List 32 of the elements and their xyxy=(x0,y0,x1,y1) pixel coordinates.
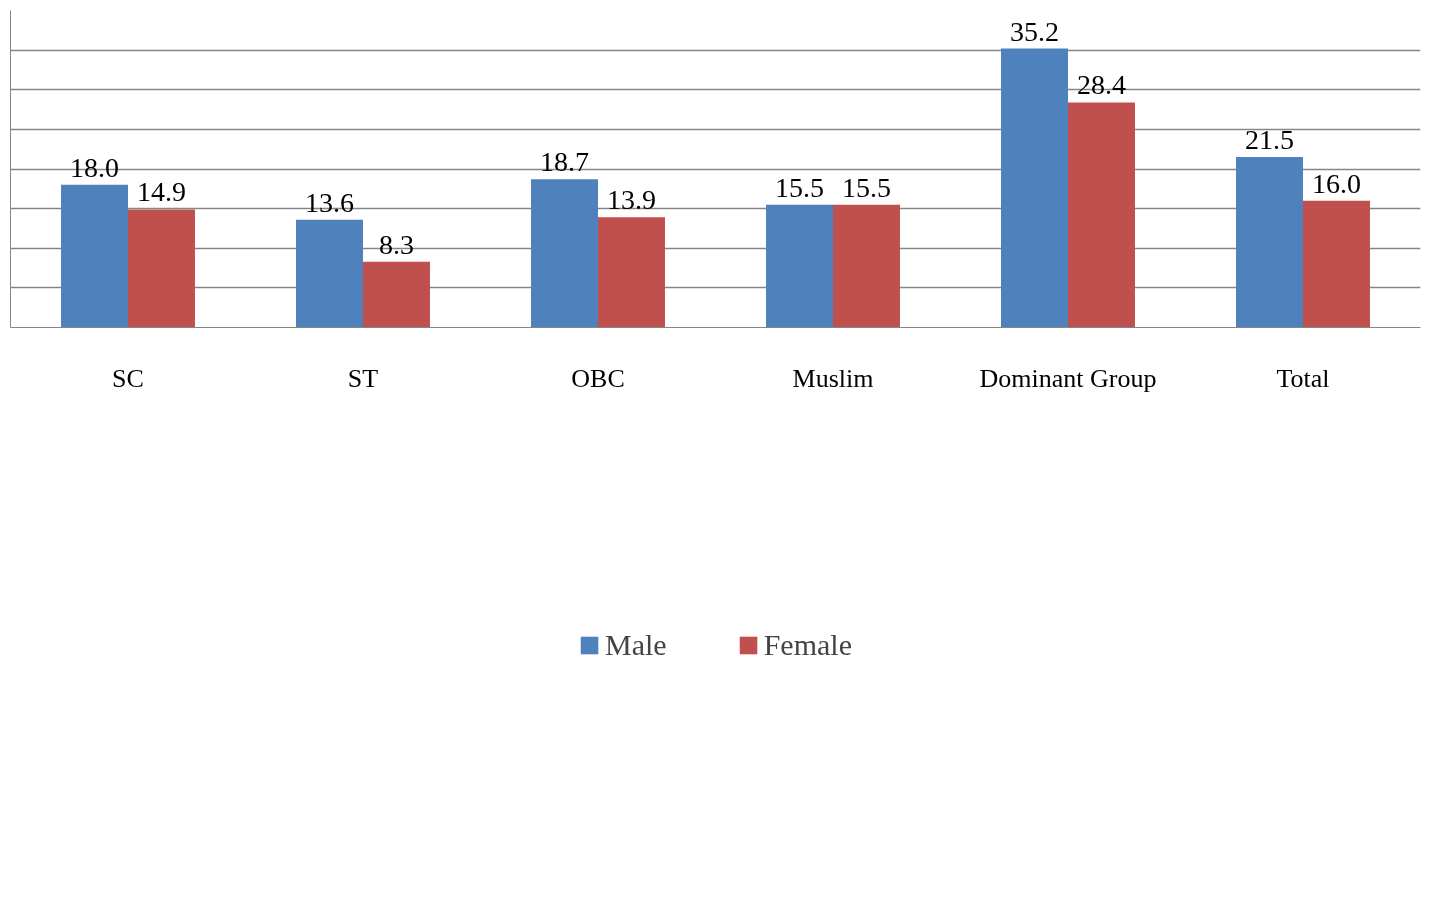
bar xyxy=(128,209,195,328)
bar xyxy=(296,219,363,328)
bar xyxy=(363,261,430,328)
x-tick-label: Total xyxy=(1276,363,1330,393)
data-label: 15.5 xyxy=(775,171,825,203)
x-tick-label: OBC xyxy=(571,363,625,393)
bar xyxy=(1236,157,1303,328)
bar xyxy=(1303,200,1370,328)
bar xyxy=(61,184,128,328)
x-tick-label: Muslim xyxy=(792,363,874,393)
data-label: 35.2 xyxy=(1010,15,1060,47)
data-label: 21.5 xyxy=(1245,124,1295,156)
data-label: 18.7 xyxy=(540,146,590,178)
x-tick-label: Dominant Group xyxy=(979,363,1157,393)
bar xyxy=(1068,102,1135,328)
data-label: 13.6 xyxy=(305,186,355,218)
data-label: 13.9 xyxy=(606,184,656,216)
data-label: 18.0 xyxy=(70,151,120,183)
bar xyxy=(1001,48,1068,328)
bar xyxy=(598,217,665,328)
data-label: 28.4 xyxy=(1076,69,1126,101)
x-tick-label: SC xyxy=(112,363,144,393)
data-label: 8.3 xyxy=(378,228,414,260)
data-label: 16.0 xyxy=(1311,167,1361,199)
data-label: 14.9 xyxy=(136,176,186,208)
legend-label: Female xyxy=(763,628,852,662)
legend-label: Male xyxy=(605,628,667,662)
bar xyxy=(833,204,900,328)
bar xyxy=(766,204,833,328)
bar xyxy=(531,179,598,328)
data-label: 15.5 xyxy=(841,171,891,203)
x-tick-label: ST xyxy=(347,363,379,393)
